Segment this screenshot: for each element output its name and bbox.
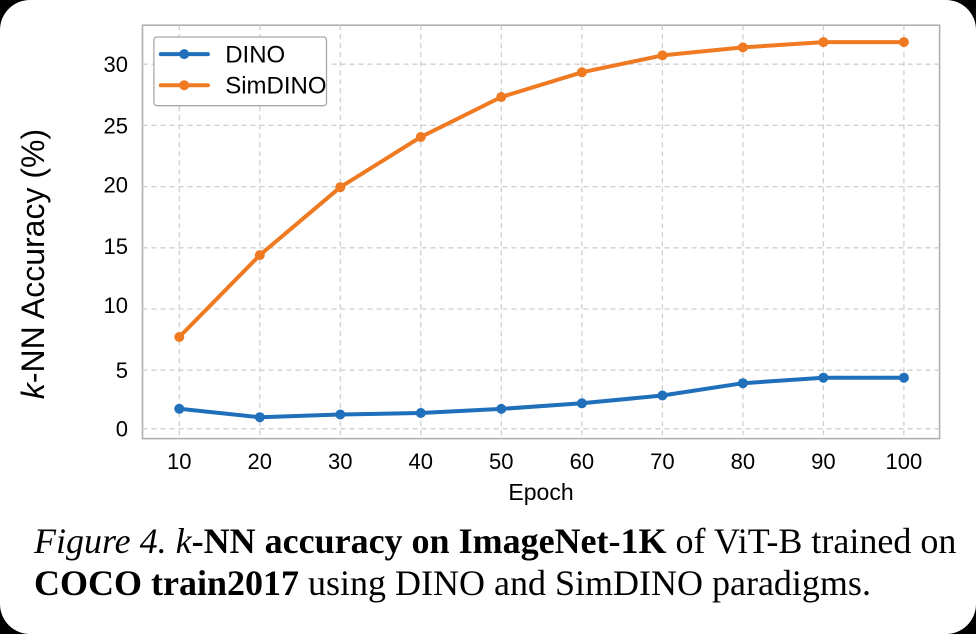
svg-text:80: 80 xyxy=(731,449,755,474)
svg-text:15: 15 xyxy=(104,234,128,259)
svg-text:70: 70 xyxy=(650,449,674,474)
svg-text:50: 50 xyxy=(489,449,513,474)
svg-text:20: 20 xyxy=(248,449,272,474)
svg-text:100: 100 xyxy=(886,449,923,474)
svg-text:60: 60 xyxy=(570,449,594,474)
svg-text:k-NN Accuracy (%): k-NN Accuracy (%) xyxy=(15,129,51,399)
svg-text:SimDINO: SimDINO xyxy=(225,73,326,100)
svg-text:30: 30 xyxy=(104,52,128,77)
svg-text:0: 0 xyxy=(116,417,128,442)
svg-text:5: 5 xyxy=(116,358,128,383)
svg-text:Epoch: Epoch xyxy=(508,479,573,505)
svg-text:90: 90 xyxy=(811,449,835,474)
svg-text:10: 10 xyxy=(104,293,128,318)
svg-text:25: 25 xyxy=(104,113,128,138)
svg-text:40: 40 xyxy=(409,449,433,474)
svg-text:30: 30 xyxy=(328,449,352,474)
svg-text:10: 10 xyxy=(167,449,191,474)
svg-text:DINO: DINO xyxy=(225,42,285,69)
svg-text:20: 20 xyxy=(104,173,128,198)
